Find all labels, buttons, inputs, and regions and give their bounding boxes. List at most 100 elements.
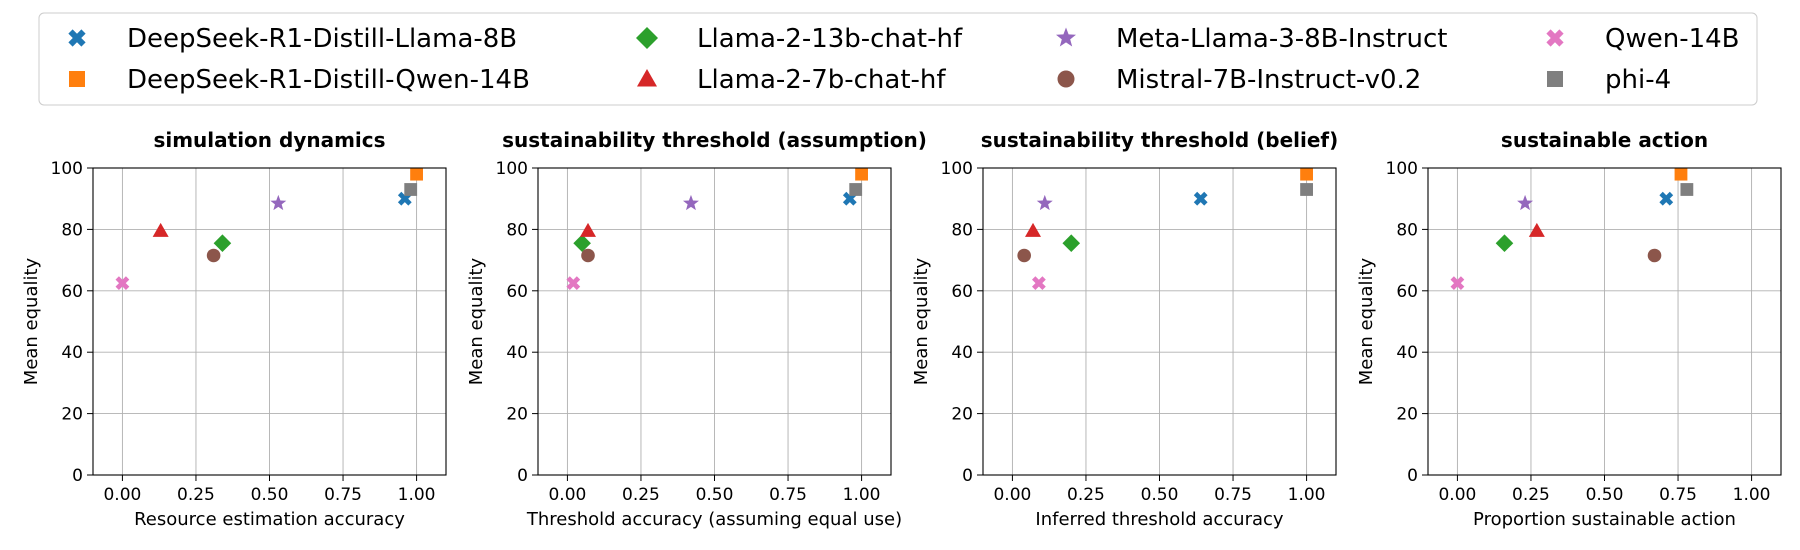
x-tick-label: 1.00 [843,485,881,505]
legend-label: Llama-2-13b-chat-hf [697,24,963,54]
y-axis-label: Mean equality [21,257,42,385]
legend-entry-mistral-7b-instruct-v0-2: Mistral-7B-Instruct-v0.2 [1057,65,1421,95]
y-tick-label: 100 [51,159,83,179]
axes-frame [537,167,892,476]
x-axis-label: Inferred threshold accuracy [1035,509,1283,530]
y-tick-label: 0 [1407,466,1418,486]
legend: DeepSeek-R1-Distill-Llama-8B DeepSeek-R1-… [38,12,1758,106]
data-point-llama-2-13b-chat-hf [573,234,591,253]
panel-sustainable-action: sustainable action 0.00 0.25 0.50 0.75 1.00 0 2… [1356,128,1782,530]
legend-marker-meta-llama-3-8b-instruct [1056,27,1076,47]
y-tick-label: 100 [941,159,973,179]
data-point-llama-2-7b-chat-hf [152,222,169,237]
legend-entry-llama-2-7b-chat-hf: Llama-2-7b-chat-hf [637,65,946,95]
legend-label: DeepSeek-R1-Distill-Llama-8B [127,24,517,54]
data-point-llama-2-7b-chat-hf [580,222,597,237]
axes-frame [1427,167,1782,476]
y-tick-label: 40 [1396,343,1418,363]
data-point-llama-2-7b-chat-hf [1528,222,1545,237]
data-point-qwen-14b [1450,276,1465,291]
x-tick-label: 0.50 [1586,485,1624,505]
panel-title: sustainable action [1501,128,1708,152]
legend-entry-llama-2-13b-chat-hf: Llama-2-13b-chat-hf [636,24,963,54]
data-point-qwen-14b [1031,276,1046,291]
data-point-deepseek-r1-distill-qwen-14b [1300,168,1313,181]
data-point-llama-2-13b-chat-hf [1062,234,1081,253]
data-point-deepseek-r1-distill-qwen-14b [855,168,868,181]
x-tick-label: 1.00 [1288,485,1326,505]
data-point-qwen-14b [566,276,581,291]
data-point-phi-4 [1680,183,1694,196]
x-tick-label: 0.75 [1214,485,1252,505]
y-tick-label: 80 [1396,220,1418,240]
y-tick-label: 20 [61,405,83,425]
data-point-qwen-14b [115,276,130,291]
grid [538,167,891,476]
data-point-mistral-7b-instruct-v0-2 [206,248,221,263]
y-tick-label: 60 [1396,282,1418,302]
legend-marker-llama-2-13b-chat-hf [636,27,658,49]
legend-entry-phi-4: phi-4 [1547,65,1671,95]
y-tick-label: 20 [1396,405,1418,425]
panel-sustainability-threshold-assumption: sustainability threshold (assumption) 0.0… [466,128,927,530]
x-axis-label: Resource estimation accuracy [134,509,405,530]
axes-frame [92,167,447,476]
y-tick-label: 80 [951,220,973,240]
data-points [1450,168,1694,291]
x-tick-label: 0.00 [993,485,1031,505]
data-point-meta-llama-3-8b-instruct [682,194,699,211]
axes-frame [982,167,1337,476]
y-tick-label: 40 [61,343,83,363]
grid [1428,167,1781,476]
x-axis-label: Threshold accuracy (assuming equal use) [526,509,902,530]
y-tick-label: 20 [951,405,973,425]
panel-simulation-dynamics: simulation dynamics 0.00 0.25 0.50 0.75 1.00 0… [21,128,447,530]
y-tick-label: 80 [61,220,83,240]
data-point-llama-2-13b-chat-hf [1495,234,1514,253]
data-point-mistral-7b-instruct-v0-2 [1017,248,1031,263]
panel-title: sustainability threshold (belief) [981,128,1339,152]
x-tick-label: 0.75 [324,485,362,505]
legend-entry-deepseek-r1-distill-llama-8b: DeepSeek-R1-Distill-Llama-8B [68,24,517,54]
y-tick-label: 80 [506,220,528,240]
data-point-deepseek-r1-distill-qwen-14b [410,168,423,181]
data-point-mistral-7b-instruct-v0-2 [1647,248,1662,263]
x-tick-label: 0.50 [251,485,289,505]
y-tick-label: 60 [951,282,973,302]
legend-frame [38,12,1758,106]
y-tick-label: 0 [517,466,528,486]
x-tick-label: 0.25 [177,485,215,505]
x-tick-label: 0.50 [1141,485,1179,505]
data-point-meta-llama-3-8b-instruct [1517,194,1534,211]
legend-label: Qwen-14B [1605,24,1740,54]
x-tick-label: 1.00 [1733,485,1771,505]
legend-label: Llama-2-7b-chat-hf [697,65,946,95]
data-point-meta-llama-3-8b-instruct [270,194,287,211]
data-point-meta-llama-3-8b-instruct [1036,194,1053,211]
legend-marker-deepseek-r1-distill-llama-8b [68,29,86,47]
x-tick-label: 0.00 [103,485,141,505]
y-axis-label: Mean equality [466,257,487,385]
y-tick-label: 20 [506,405,528,425]
data-point-llama-2-7b-chat-hf [1025,222,1042,237]
y-tick-label: 0 [72,466,83,486]
data-point-phi-4 [849,183,863,196]
y-tick-label: 40 [506,343,528,363]
panel-title: sustainability threshold (assumption) [502,128,927,152]
y-axis-label: Mean equality [911,257,932,385]
panel-title: simulation dynamics [153,128,385,152]
legend-label: Meta-Llama-3-8B-Instruct [1116,24,1447,54]
x-tick-label: 0.00 [1438,485,1476,505]
x-tick-label: 1.00 [398,485,436,505]
x-tick-label: 0.75 [1659,485,1697,505]
y-tick-label: 100 [1386,159,1418,179]
data-point-mistral-7b-instruct-v0-2 [581,248,595,263]
data-points [115,168,423,291]
data-points [566,168,868,291]
legend-marker-qwen-14b [1546,29,1564,47]
x-tick-label: 0.25 [1067,485,1105,505]
x-axis-label: Proportion sustainable action [1473,509,1736,530]
x-tick-label: 0.50 [696,485,734,505]
data-point-llama-2-13b-chat-hf [213,234,232,253]
